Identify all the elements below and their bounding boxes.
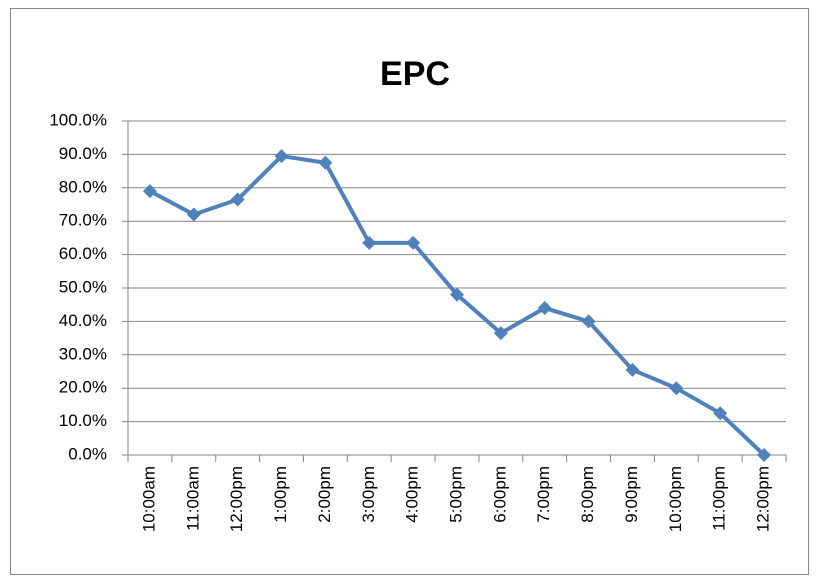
marker <box>581 314 596 329</box>
x-tick-label: 6:00pm <box>490 466 509 523</box>
y-tick-label: 30.0% <box>59 344 107 363</box>
y-tick-label: 40.0% <box>59 311 107 330</box>
marker <box>493 326 508 341</box>
marker <box>142 184 157 199</box>
x-tick-label: 5:00pm <box>446 466 465 523</box>
x-tick-label: 8:00pm <box>578 466 597 523</box>
marker <box>713 406 728 421</box>
y-tick-label: 0.0% <box>68 444 107 463</box>
chart-title: EPC <box>380 55 450 93</box>
x-tick-label: 12:00pm <box>754 466 773 532</box>
x-tick-label: 7:00pm <box>534 466 553 523</box>
x-tick-label: 3:00pm <box>359 466 378 523</box>
marker <box>450 287 464 302</box>
marker <box>406 235 421 250</box>
marker <box>186 207 201 222</box>
x-tick-label: 10:00pm <box>666 466 685 532</box>
y-tick-label: 70.0% <box>59 211 107 230</box>
marker <box>230 192 245 207</box>
y-tick-label: 60.0% <box>59 244 107 263</box>
marker <box>362 235 377 250</box>
y-tick-label: 80.0% <box>59 177 107 196</box>
y-tick-label: 100.0% <box>49 110 107 129</box>
x-tick-label: 12:00pm <box>227 466 246 532</box>
x-tick-label: 4:00pm <box>403 466 422 523</box>
x-tick-label: 10:00am <box>139 466 158 532</box>
y-tick-label: 50.0% <box>59 277 107 296</box>
marker <box>318 155 333 170</box>
marker <box>757 448 772 462</box>
y-tick-label: 90.0% <box>59 144 107 163</box>
marker <box>625 362 640 377</box>
y-tick-label: 20.0% <box>59 378 107 397</box>
x-tick-label: 9:00pm <box>622 466 641 523</box>
x-tick-label: 11:00pm <box>710 466 729 531</box>
x-tick-label: 1:00pm <box>271 466 290 523</box>
y-tick-label: 10.0% <box>59 411 107 430</box>
marker <box>669 381 684 396</box>
marker <box>537 301 552 316</box>
x-tick-label: 2:00pm <box>315 466 334 523</box>
chart-border <box>10 8 809 575</box>
marker <box>274 149 289 164</box>
x-tick-label: 11:00am <box>183 466 202 531</box>
